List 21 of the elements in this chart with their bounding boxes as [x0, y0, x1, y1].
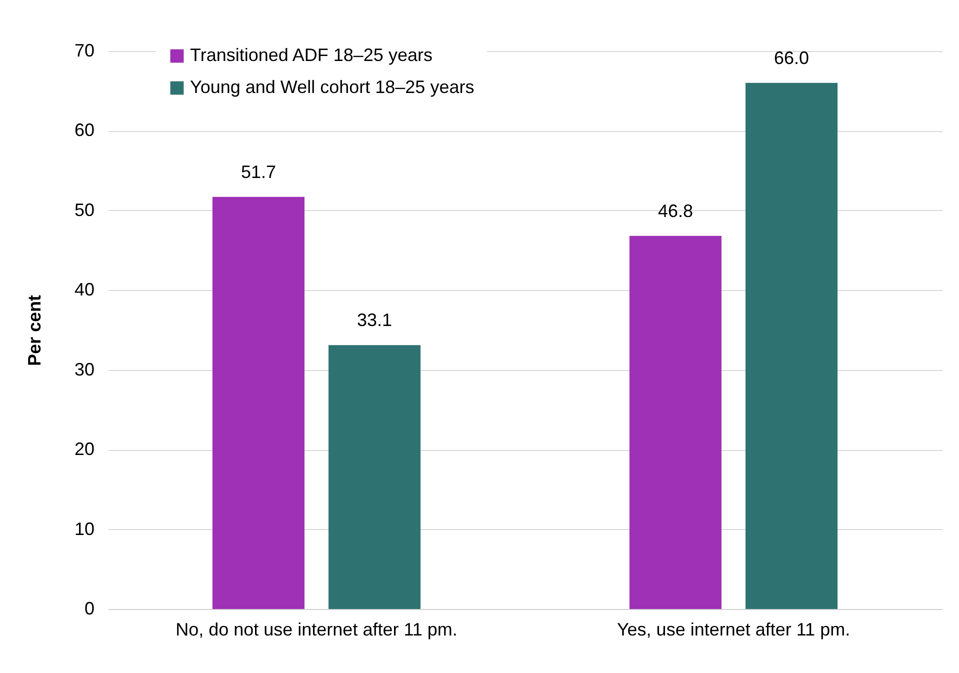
- x-tick-label: No, do not use internet after 11 pm.: [176, 620, 458, 640]
- y-axis-title: Per cent: [24, 294, 44, 366]
- y-tick-label: 50: [74, 200, 94, 220]
- bar: [328, 345, 421, 609]
- bar: [746, 82, 838, 609]
- y-tick-label: 10: [74, 518, 94, 539]
- y-tick-label: 60: [74, 120, 94, 140]
- data-label: 33.1: [357, 310, 392, 330]
- y-tick-label: 70: [74, 40, 94, 60]
- legend-label: Transitioned ADF 18–25 years: [190, 45, 432, 65]
- y-tick-label: 40: [74, 280, 94, 300]
- y-tick-label: 30: [74, 359, 94, 380]
- y-tick-label: 20: [74, 439, 94, 460]
- y-tick-label: 0: [84, 598, 94, 618]
- legend-label: Young and Well cohort 18–25 years: [190, 77, 474, 97]
- bar: [629, 236, 722, 609]
- bar: [212, 196, 304, 609]
- data-label: 51.7: [240, 162, 276, 182]
- x-tick-label: Yes, use internet after 11 pm.: [616, 620, 850, 640]
- data-label: 46.8: [658, 200, 693, 221]
- data-label: 66.0: [774, 48, 810, 68]
